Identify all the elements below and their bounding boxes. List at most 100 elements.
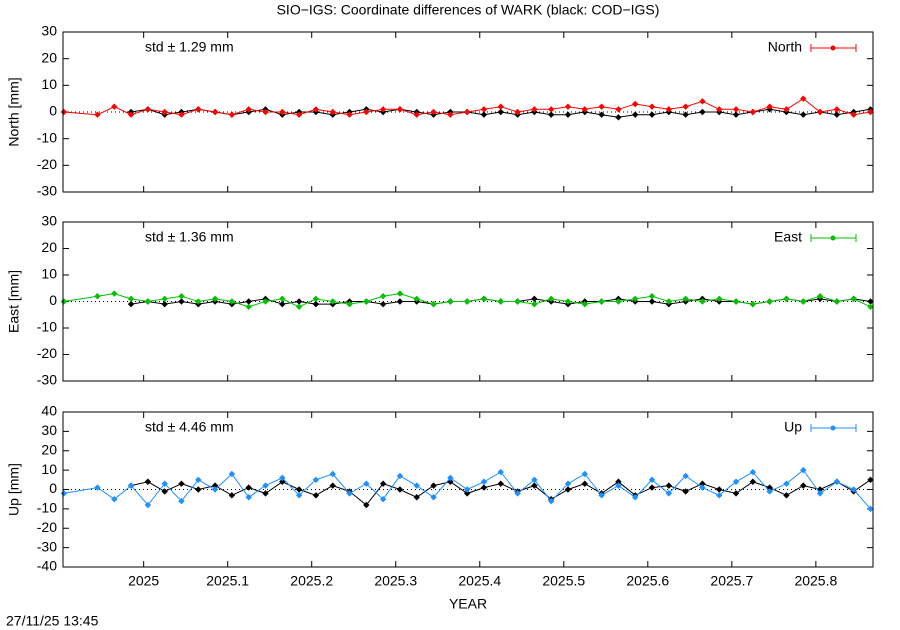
data-point: [833, 111, 841, 118]
data-point: [127, 300, 135, 308]
y-tick-label: 40: [41, 403, 57, 419]
data-point: [279, 474, 286, 482]
data-point: [716, 492, 723, 499]
data-point: [749, 478, 757, 485]
data-point: [245, 298, 252, 305]
data-point: [615, 298, 622, 305]
y-tick-label: 20: [41, 441, 57, 457]
data-point: [665, 106, 673, 113]
data-point: [732, 111, 740, 118]
data-point: [144, 501, 152, 509]
data-point: [581, 470, 588, 478]
data-point: [480, 295, 488, 303]
y-tick-label: 0: [49, 480, 57, 496]
data-point: [867, 298, 874, 305]
data-point: [531, 106, 538, 113]
data-point: [228, 298, 236, 305]
data-point: [665, 482, 673, 489]
data-point: [800, 111, 807, 118]
data-point: [111, 103, 118, 110]
data-point: [816, 108, 824, 116]
data-point: [245, 494, 252, 501]
data-point: [682, 488, 689, 495]
y-tick-label: -20: [37, 156, 57, 172]
data-point: [632, 494, 639, 501]
y-tick-label: 10: [41, 266, 57, 282]
data-point: [783, 492, 790, 499]
data-point: [312, 492, 320, 499]
data-point: [564, 298, 572, 305]
data-point: [60, 108, 68, 116]
data-point: [732, 106, 740, 113]
data-point: [111, 290, 118, 297]
data-point: [178, 298, 185, 305]
data-point: [195, 298, 202, 305]
data-point: [531, 476, 538, 484]
data-point: [329, 298, 336, 305]
data-point: [379, 300, 387, 308]
data-point: [211, 482, 219, 489]
data-point: [833, 478, 841, 485]
data-point: [648, 476, 656, 484]
y-tick-label: -30: [37, 372, 57, 388]
data-point: [514, 108, 521, 116]
data-point: [564, 103, 572, 110]
data-point: [598, 103, 605, 110]
data-point: [749, 468, 757, 476]
data-point: [615, 106, 622, 113]
data-point: [295, 298, 303, 305]
data-point: [716, 486, 723, 493]
data-point: [850, 295, 857, 303]
y-axis-label: East [mm]: [6, 270, 22, 333]
data-point: [531, 295, 538, 303]
data-point: [800, 482, 807, 489]
data-point: [346, 300, 353, 308]
data-point: [262, 298, 269, 305]
y-tick-label: 0: [49, 292, 57, 308]
data-point: [379, 106, 387, 113]
data-point: [329, 482, 336, 489]
data-point: [178, 480, 185, 487]
data-point: [850, 486, 857, 493]
data-point: [615, 482, 622, 489]
x-tick-label: 2025.4: [458, 573, 501, 589]
data-point: [766, 488, 773, 495]
y-tick-label: 10: [41, 461, 57, 477]
data-point: [800, 298, 807, 305]
data-point: [430, 482, 437, 489]
y-tick-label: 30: [41, 23, 57, 39]
data-point: [766, 298, 773, 305]
x-axis-label: YEAR: [449, 596, 487, 612]
chart-title: SIO−IGS: Coordinate differences of WARK …: [277, 2, 660, 18]
data-point: [867, 505, 874, 513]
data-point: [732, 478, 740, 485]
data-point: [800, 466, 807, 474]
x-tick-label: 2025.7: [710, 573, 753, 589]
data-point: [295, 303, 303, 310]
data-point: [598, 298, 605, 305]
data-point: [833, 106, 841, 113]
data-point: [245, 484, 252, 491]
data-point: [312, 300, 320, 308]
data-point: [682, 472, 689, 480]
x-tick-label: 2025.3: [374, 573, 417, 589]
series-line: [63, 469, 871, 510]
data-point: [783, 480, 790, 487]
data-point: [279, 108, 286, 116]
data-point: [581, 300, 588, 308]
data-point: [665, 298, 673, 305]
legend-label: East: [774, 229, 802, 245]
data-point: [531, 300, 538, 308]
data-point: [447, 111, 454, 118]
data-point: [379, 480, 387, 487]
data-point: [195, 476, 202, 484]
data-point: [699, 98, 706, 105]
data-point: [699, 480, 706, 487]
data-point: [430, 108, 437, 116]
data-point: [379, 495, 387, 503]
data-point: [262, 490, 269, 497]
data-point: [867, 108, 874, 116]
data-point: [867, 303, 874, 310]
data-point: [480, 478, 488, 485]
